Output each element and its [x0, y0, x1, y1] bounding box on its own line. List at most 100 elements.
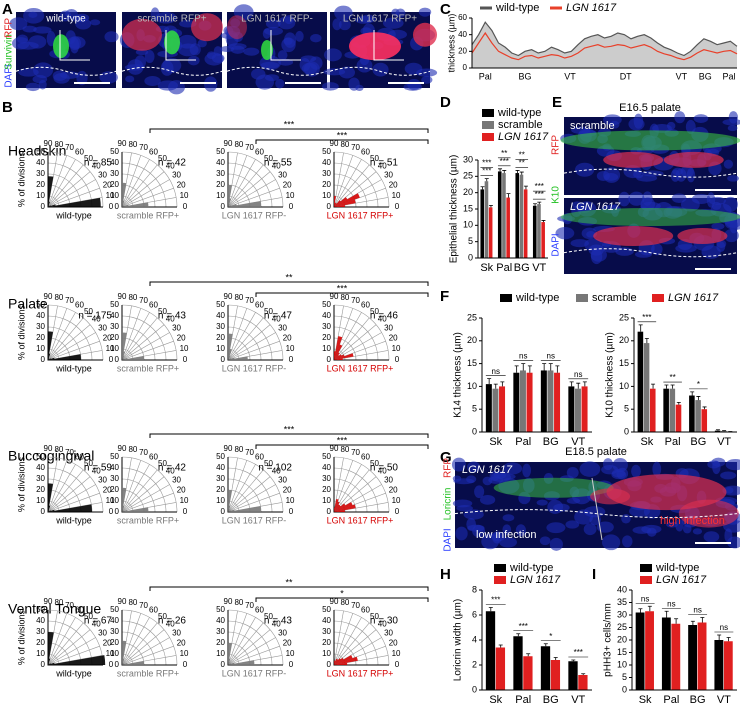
group-label: scramble RFP+ — [117, 210, 179, 220]
nucleus — [277, 50, 288, 61]
nucleus — [502, 462, 523, 475]
angle-grid — [333, 159, 362, 208]
signal — [122, 18, 162, 51]
wedge — [334, 358, 343, 360]
radial-grid — [333, 184, 357, 208]
axis-title: thickness (µm) — [446, 14, 456, 73]
wedge — [334, 503, 346, 512]
nucleus — [682, 524, 692, 534]
x-tick-label: Pal — [515, 436, 531, 448]
basement-membrane — [329, 66, 431, 76]
nucleus — [727, 175, 739, 182]
panel-letter: I — [592, 566, 596, 583]
angle-tick-label: 50 — [370, 612, 379, 621]
angle-grid — [47, 469, 84, 513]
image-label: low infection — [476, 529, 537, 541]
wedge — [48, 510, 50, 512]
wedge — [48, 354, 81, 360]
n-label: n = 46 — [370, 311, 399, 322]
radial-grid — [333, 304, 390, 361]
radial-grid — [121, 609, 178, 666]
x-tick-label: DT — [620, 71, 632, 81]
wedge — [48, 663, 52, 665]
radial-tick-label: 30 — [110, 474, 119, 483]
angle-tick-label: 90 — [118, 444, 127, 453]
angle-tick-label: 20 — [283, 334, 292, 343]
basement-membrane — [563, 168, 738, 178]
radial-tick-label: 20 — [110, 180, 119, 189]
angle-tick-label: 60 — [255, 148, 264, 157]
nucleus — [9, 17, 28, 31]
angle-grid — [47, 622, 84, 666]
wedge — [48, 662, 50, 665]
error-bar — [702, 406, 707, 410]
spindle-angle — [373, 30, 404, 61]
radial-tick-label: 20 — [322, 638, 331, 647]
radial-tick-label: 0 — [221, 355, 226, 364]
radial-grid — [333, 609, 390, 666]
wedge — [48, 206, 49, 207]
significance: *** — [491, 596, 500, 605]
angle-tick-label: 50 — [264, 307, 273, 316]
angle-grid — [121, 476, 165, 513]
angle-tick-label: 70 — [351, 448, 360, 457]
nucleus — [502, 514, 515, 522]
n-label: n = 175 — [78, 311, 112, 322]
y-tick-label: 20 — [463, 187, 473, 197]
angle-grid — [227, 476, 271, 513]
y-tick-label: 5 — [468, 236, 473, 246]
radial-tick-label: 0 — [327, 355, 332, 364]
wedge — [122, 509, 124, 512]
angle-tick-label: 70 — [65, 143, 74, 152]
significance: *** — [482, 159, 491, 168]
nucleus — [189, 43, 201, 56]
angle-grid — [121, 484, 170, 513]
legend-label: wild-type — [495, 2, 539, 14]
wedge — [228, 508, 230, 512]
radial-tick-label: 40 — [110, 311, 119, 320]
angle-grid — [333, 305, 344, 361]
bar — [484, 181, 489, 258]
radial-tick-label: 20 — [216, 180, 225, 189]
nucleus — [633, 113, 644, 129]
legend-swatch — [640, 576, 652, 584]
bar — [671, 623, 681, 690]
error-bar — [638, 324, 643, 332]
radial-tick-label: 50 — [216, 452, 225, 461]
significance: ** — [519, 159, 525, 168]
angle-tick-label: 60 — [149, 606, 158, 615]
wedge — [228, 663, 230, 665]
angle-tick-label: 90 — [118, 292, 127, 301]
radial-tick-label: 20 — [110, 485, 119, 494]
nucleus — [727, 536, 740, 549]
nucleus — [264, 74, 280, 82]
angle-grid — [333, 164, 370, 208]
angle-grid — [333, 622, 370, 666]
angle-grid — [121, 460, 142, 513]
wedge — [122, 663, 124, 665]
wedge — [334, 351, 336, 360]
nucleus — [323, 68, 346, 76]
error-bar — [571, 659, 576, 662]
angle-tick-label: 0 — [289, 202, 294, 211]
radial-tick-label: 40 — [110, 463, 119, 472]
angle-tick-label: 10 — [286, 649, 295, 658]
radial-tick-label: 40 — [322, 158, 331, 167]
panel-title: E16.5 palate — [619, 102, 681, 114]
nucleus — [546, 522, 566, 534]
wedge — [334, 352, 340, 360]
angle-tick-label: 0 — [395, 355, 400, 364]
error-bar — [553, 657, 558, 660]
nucleus — [38, 79, 47, 90]
bar — [661, 617, 671, 690]
significance: *** — [284, 424, 295, 434]
radial-grid — [47, 456, 104, 513]
angle-tick-label: 80 — [54, 140, 63, 149]
nucleus — [243, 47, 260, 56]
angle-tick-label: 80 — [54, 293, 63, 302]
angle-grid — [47, 484, 96, 513]
nucleus — [570, 239, 589, 248]
error-bar — [519, 171, 524, 175]
angle-tick-label: 80 — [54, 445, 63, 454]
signal — [227, 15, 247, 40]
